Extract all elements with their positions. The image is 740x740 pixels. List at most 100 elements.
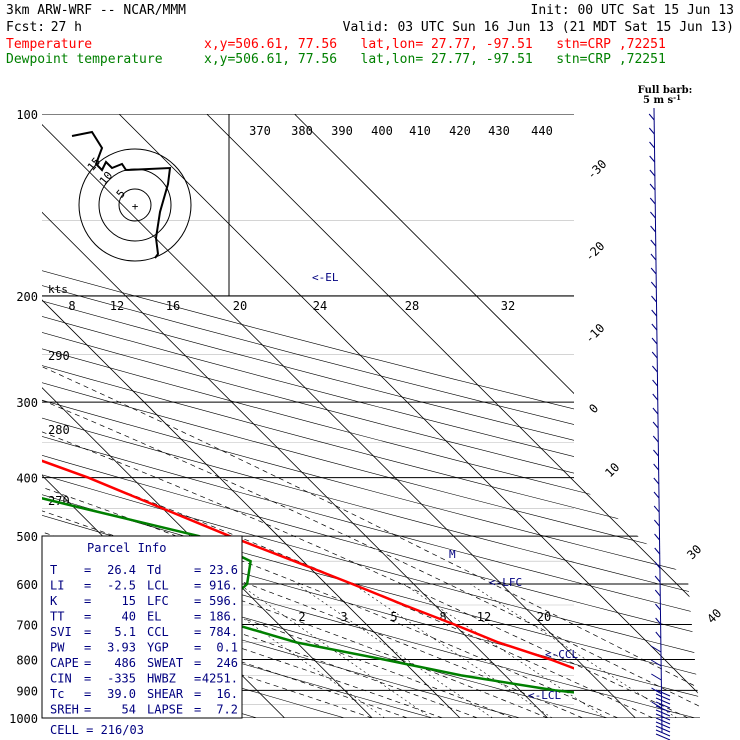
- hodograph-speed-label: 12: [110, 299, 124, 313]
- wind-barb: [653, 505, 660, 513]
- parcel-label: K: [50, 594, 58, 608]
- wind-barb: [649, 183, 656, 191]
- parcel-value: 23.6: [209, 563, 238, 577]
- dry-adiabat-label: 290: [48, 349, 70, 363]
- parcel-eq: =: [84, 610, 91, 624]
- wind-barb: [655, 689, 671, 697]
- wind-barb: [648, 113, 655, 121]
- wind-barb: [655, 697, 671, 705]
- parcel-label: SHEAR: [147, 687, 184, 701]
- parcel-eq: =: [84, 563, 91, 577]
- isotherm-label-right: -20: [582, 239, 607, 264]
- isobar-label-1000: 1000: [9, 712, 38, 726]
- model-title: 3km ARW-WRF -- NCAR/MMM: [6, 3, 186, 18]
- parcel-label: Td: [147, 563, 161, 577]
- parcel-eq: =: [84, 687, 91, 701]
- wind-barb: [653, 491, 660, 499]
- parcel-eq: =: [194, 563, 201, 577]
- parcel-eq: =: [194, 594, 201, 608]
- parcel-value: 39.0: [107, 687, 136, 701]
- wind-barb: [650, 267, 657, 275]
- dry-adiabat: [42, 114, 700, 718]
- wind-barb: [654, 589, 661, 597]
- dewpoint-legend-location: x,y=506.61, 77.56 lat,lon= 27.77, -97.51…: [204, 52, 666, 67]
- wind-barb: [649, 141, 655, 149]
- theta-e-label: 400: [371, 124, 393, 138]
- wind-barb: [655, 717, 671, 725]
- wind-barb: [650, 225, 656, 233]
- theta-e-label: 380: [291, 124, 313, 138]
- wind-barb: [649, 197, 656, 205]
- parcel-label: YGP: [147, 641, 169, 655]
- parcel-value: 26.4: [107, 563, 136, 577]
- wind-barb: [653, 477, 660, 485]
- level-markers: <-EL <-LFC <-CCL <-LCL M: [312, 271, 578, 702]
- parcel-label: CIN: [50, 672, 72, 686]
- parcel-eq: =: [84, 703, 91, 717]
- temperature-legend-location: x,y=506.61, 77.56 lat,lon= 27.77, -97.51…: [204, 37, 666, 52]
- wind-barb: [650, 211, 656, 219]
- mixing-ratio-line: [194, 583, 385, 718]
- parcel-eq: =: [84, 641, 91, 655]
- mixing-ratio-label: 12: [477, 610, 491, 624]
- level-marker: <-EL: [312, 271, 339, 284]
- isotherm-label-right: -30: [584, 157, 609, 182]
- wind-barb: [655, 705, 671, 713]
- hodograph-units: kts: [48, 283, 68, 296]
- parcel-value: 3.93: [107, 641, 136, 655]
- wind-barb: [651, 337, 658, 345]
- parcel-eq: =: [194, 656, 201, 670]
- wind-barb: [652, 393, 659, 401]
- wind-barb: [650, 253, 657, 261]
- parcel-value: -2.5: [107, 579, 136, 593]
- wind-barb: [655, 693, 671, 701]
- mixing-ratio-line: [470, 583, 677, 718]
- mixing-ratio-label: 2: [298, 610, 305, 624]
- wind-barb: [655, 713, 671, 721]
- parcel-value: 4251.: [202, 672, 238, 686]
- level-marker: <-CCL: [545, 648, 578, 661]
- wind-barb: [651, 295, 657, 303]
- dry-adiabat: [42, 114, 700, 718]
- wind-barb: [655, 709, 671, 717]
- hodograph-trace: [71, 130, 172, 259]
- moist-adiabat: [42, 295, 654, 718]
- dry-adiabat: [42, 114, 700, 718]
- wind-barb: [652, 379, 658, 387]
- wind-barb: [650, 239, 657, 247]
- barb-legend-title: Full barb:: [638, 85, 693, 96]
- parcel-label: HWBZ: [147, 672, 176, 686]
- dry-adiabat-label: 280: [48, 423, 70, 437]
- wind-barb: [655, 603, 661, 611]
- wind-barb: [649, 155, 656, 163]
- mixing-ratio-label: 8: [439, 610, 446, 624]
- parcel-eq: =: [84, 672, 91, 686]
- parcel-value: 7.2: [216, 703, 238, 717]
- hodograph-speed-label: 28: [405, 299, 419, 313]
- level-marker: <-LFC: [489, 576, 522, 589]
- parcel-eq: =: [194, 641, 201, 655]
- isobar-label-100: 100: [16, 108, 38, 122]
- theta-e-label: 390: [331, 124, 353, 138]
- parcel-eq: =: [84, 594, 91, 608]
- mixing-ratio-line: [296, 583, 493, 718]
- theta-e-label: 410: [409, 124, 431, 138]
- wind-barb: [653, 519, 660, 527]
- wind-barb: [653, 463, 660, 471]
- forecast-label: Fcst:: [6, 20, 45, 35]
- parcel-info-rows: T = 26.4 Td = 23.6 LI = -2.5 LCL = 916. K = 15 LFC = 596.…: [50, 563, 238, 737]
- moist-adiabat: [42, 295, 548, 718]
- wind-barb: [651, 687, 662, 695]
- dewpoint-legend-name: Dewpoint temperature: [6, 52, 163, 67]
- init-time: Init: 00 UTC Sat 15 Jun 13: [531, 3, 735, 18]
- parcel-label: PW: [50, 641, 65, 655]
- mixing-ratio-line: [352, 583, 553, 718]
- parcel-eq: =: [194, 703, 201, 717]
- isotherm: [42, 114, 636, 718]
- isotherm: [42, 114, 373, 718]
- theta-e-label: 370: [249, 124, 271, 138]
- isobar-label-400: 400: [16, 472, 38, 486]
- mixing-ratio-label: 20: [537, 610, 551, 624]
- wind-barb: [654, 533, 660, 541]
